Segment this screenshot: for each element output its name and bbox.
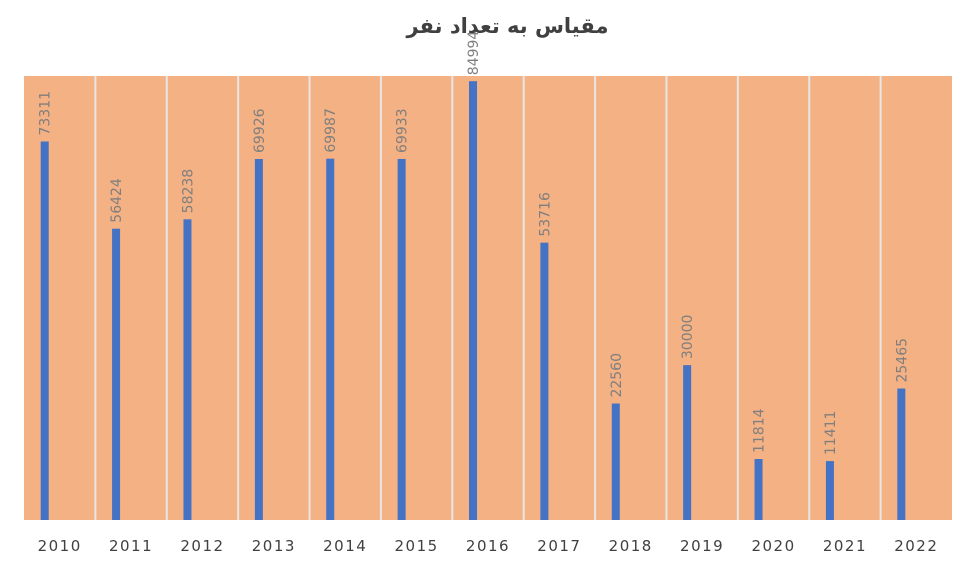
plot-area-background <box>24 76 952 520</box>
data-label-2015: 69933 <box>395 108 411 153</box>
x-tick-label-2013: 2013 <box>252 537 296 555</box>
data-label-2011: 56424 <box>109 178 125 223</box>
bar-2018 <box>611 403 620 520</box>
data-label-2020: 11814 <box>752 408 768 453</box>
bar-2014 <box>326 158 335 521</box>
bar-2015 <box>397 158 406 520</box>
data-label-2016: 84994 <box>466 31 482 76</box>
data-label-2014: 69987 <box>323 108 339 153</box>
x-axis-tick-labels: 2010 2011 2012 2013 2014 2015 2016 2017 2018 2019… <box>38 537 938 555</box>
bar-2021 <box>825 461 834 520</box>
x-tick-label-2022: 2022 <box>894 537 938 555</box>
bar-2019 <box>683 365 692 520</box>
data-label-2022: 25465 <box>894 338 910 383</box>
x-tick-label-2011: 2011 <box>109 537 153 555</box>
bar-2016 <box>469 81 478 521</box>
x-tick-label-2012: 2012 <box>180 537 224 555</box>
bar-2017 <box>540 242 549 520</box>
x-tick-label-2020: 2020 <box>751 537 795 555</box>
category-dividers <box>94 76 882 520</box>
x-tick-label-2010: 2010 <box>38 537 82 555</box>
x-tick-label-2014: 2014 <box>323 537 367 555</box>
data-label-2012: 58238 <box>180 169 196 214</box>
data-label-2010: 73311 <box>38 91 54 136</box>
bar-2013 <box>254 158 263 520</box>
x-tick-label-2016: 2016 <box>466 537 510 555</box>
bar-2010 <box>40 141 49 520</box>
x-tick-label-2018: 2018 <box>609 537 653 555</box>
bar-2012 <box>183 219 192 520</box>
bar-series <box>40 81 906 521</box>
data-label-2018: 22560 <box>609 353 625 398</box>
data-label-2021: 11411 <box>823 411 839 456</box>
bar-2011 <box>112 228 121 520</box>
x-tick-label-2015: 2015 <box>395 537 439 555</box>
bar-2022 <box>897 388 906 520</box>
bar-2020 <box>754 459 763 520</box>
x-tick-label-2017: 2017 <box>537 537 581 555</box>
data-label-2013: 69926 <box>252 108 268 153</box>
data-label-2019: 30000 <box>680 315 696 360</box>
data-label-2017: 53716 <box>537 192 553 237</box>
data-labels: 73311 56424 58238 69926 69987 69933 84994 53716… <box>38 31 911 456</box>
x-tick-label-2019: 2019 <box>680 537 724 555</box>
chart-title: مقیاس به تعداد نفر <box>406 14 609 38</box>
x-tick-label-2021: 2021 <box>823 537 867 555</box>
